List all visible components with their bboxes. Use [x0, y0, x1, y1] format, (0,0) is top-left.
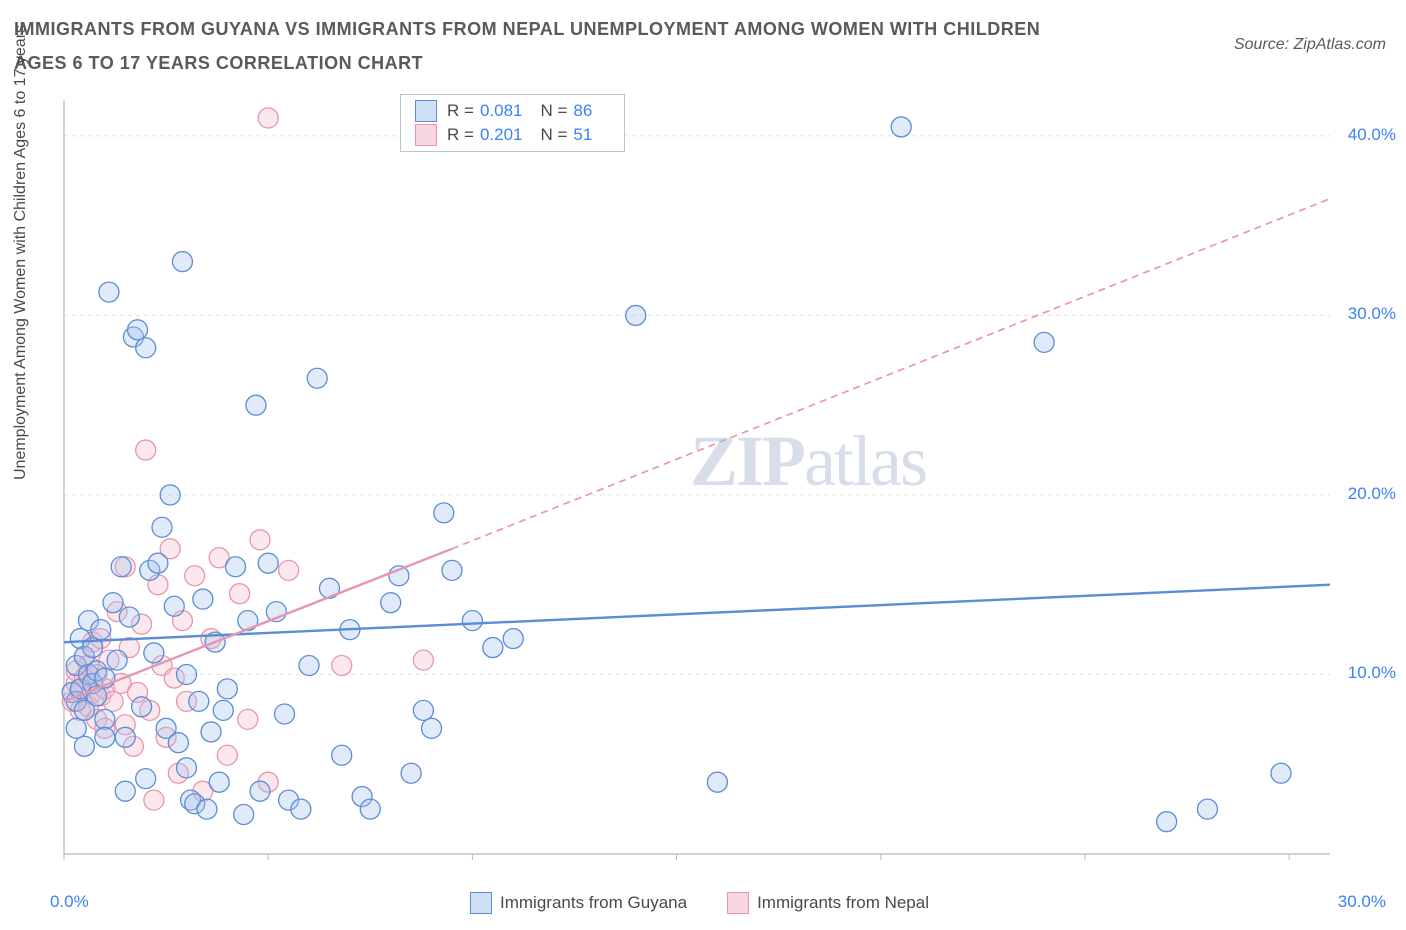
legend-item: Immigrants from Nepal — [727, 892, 929, 914]
legend-stat-label: R = — [447, 125, 474, 145]
legend-label: Immigrants from Guyana — [500, 893, 687, 913]
y-axis-tick: 40.0% — [1348, 125, 1396, 145]
correlation-legend: R = 0.081 N = 86 R = 0.201 N = 51 — [400, 94, 625, 152]
legend-swatch — [727, 892, 749, 914]
legend-label: Immigrants from Nepal — [757, 893, 929, 913]
x-axis-tick-max: 30.0% — [1338, 892, 1386, 912]
legend-stat-value: 0.081 — [480, 101, 523, 121]
y-axis-label: Unemployment Among Women with Children A… — [12, 25, 30, 480]
legend-swatch — [415, 100, 437, 122]
legend-stat-label: N = — [540, 125, 567, 145]
watermark: ZIPatlas — [690, 420, 926, 503]
legend-stat-label: N = — [540, 101, 567, 121]
legend-item: Immigrants from Guyana — [470, 892, 687, 914]
legend-row: R = 0.201 N = 51 — [401, 123, 624, 147]
legend-stat-label: R = — [447, 101, 474, 121]
y-axis-tick: 20.0% — [1348, 484, 1396, 504]
y-axis-tick: 30.0% — [1348, 304, 1396, 324]
legend-stat-value: 51 — [573, 125, 592, 145]
source-attribution: Source: ZipAtlas.com — [1234, 36, 1386, 54]
series-legend: Immigrants from Guyana Immigrants from Ne… — [470, 892, 969, 914]
x-axis-tick-min: 0.0% — [50, 892, 89, 912]
legend-stat-value: 0.201 — [480, 125, 523, 145]
legend-row: R = 0.081 N = 86 — [401, 99, 624, 123]
legend-stat-value: 86 — [573, 101, 592, 121]
y-axis-tick: 10.0% — [1348, 663, 1396, 683]
legend-swatch — [470, 892, 492, 914]
chart-title: IMMIGRANTS FROM GUYANA VS IMMIGRANTS FRO… — [14, 12, 1094, 80]
legend-swatch — [415, 124, 437, 146]
